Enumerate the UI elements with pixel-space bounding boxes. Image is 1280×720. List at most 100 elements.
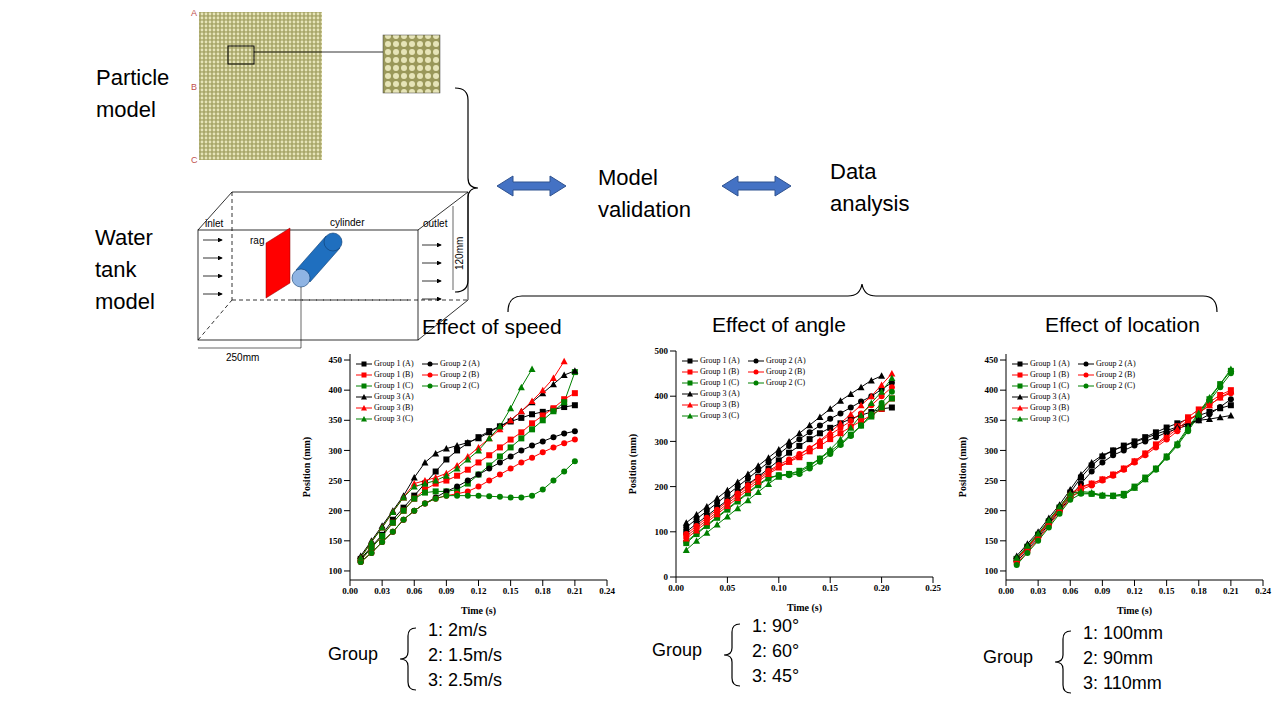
svg-text:0.21: 0.21 [567,586,583,596]
html-text:Group 1 (A): Group 1 (A) [700,356,740,365]
html-text:Group 1 (C): Group 1 (C) [374,381,414,390]
svg-text:Position (mm): Position (mm) [301,437,313,497]
html-text:1: 100mm: 1: 100mm [1083,623,1163,643]
svg-text:0.25: 0.25 [925,583,941,593]
html-text:Group 3 (B): Group 3 (B) [700,400,740,409]
html-text:Particle model: Particle model [96,65,170,122]
svg-text:Position (mm): Position (mm) [957,437,969,497]
svg-text:0.15: 0.15 [822,583,838,593]
html-text:Group 1 (C): Group 1 (C) [700,378,740,387]
html-text:Data analysis: Data analysis [830,159,910,216]
svg-text:0.06: 0.06 [406,586,422,596]
svg-text:0.21: 0.21 [1223,586,1239,596]
svg-text:0.05: 0.05 [720,583,736,593]
svg-text:cylinder: cylinder [330,217,365,228]
html-text:Group 2 (A): Group 2 (A) [766,356,806,365]
html-text:3: 45°: 3: 45° [752,666,800,686]
html-text:Group 1 (B): Group 1 (B) [700,367,740,376]
svg-text:450: 450 [329,355,343,365]
svg-text:400: 400 [985,385,999,395]
svg-text:0.06: 0.06 [1062,586,1078,596]
svg-text:0.09: 0.09 [1095,586,1111,596]
svg-text:0.24: 0.24 [1255,586,1271,596]
html-text:3: 2.5m/s: 3: 2.5m/s [428,670,502,690]
svg-text:0.24: 0.24 [599,586,615,596]
svg-text:Time (s): Time (s) [461,605,496,617]
svg-text:0.12: 0.12 [1127,586,1143,596]
svg-text:0.00: 0.00 [342,586,358,596]
svg-text:0.12: 0.12 [471,586,487,596]
svg-text:0.03: 0.03 [374,586,390,596]
svg-text:100: 100 [655,527,669,537]
html-text:Group 1 (B): Group 1 (B) [1030,370,1070,379]
svg-text:0: 0 [664,572,669,582]
html-text:2: 1.5m/s: 2: 1.5m/s [428,645,502,665]
svg-text:Time (s): Time (s) [1117,605,1152,617]
svg-text:350: 350 [329,415,343,425]
svg-text:0.10: 0.10 [771,583,787,593]
html-text:Group 2 (C): Group 2 (C) [766,378,806,387]
svg-text:250: 250 [329,476,343,486]
html-text:Group 1 (A): Group 1 (A) [1030,359,1070,368]
svg-text:400: 400 [329,385,343,395]
svg-text:100: 100 [985,566,999,576]
html-text:Effect of speed: Effect of speed [422,315,562,338]
html-text:2: 60°: 2: 60° [752,641,800,661]
html-text:Group 1 (A): Group 1 (A) [374,359,414,368]
html-text:Group 2 (A): Group 2 (A) [440,359,480,368]
svg-text:300: 300 [329,446,343,456]
svg-text:200: 200 [655,482,669,492]
svg-text:200: 200 [985,506,999,516]
svg-text:rag: rag [250,235,264,246]
svg-text:150: 150 [329,536,343,546]
svg-text:300: 300 [985,446,999,456]
svg-text:inlet: inlet [205,218,224,229]
html-text:3: 110mm: 3: 110mm [1083,673,1162,693]
svg-text:0.03: 0.03 [1030,586,1046,596]
html-text:Model validation: Model validation [598,165,691,222]
html-text:Group 1 (B): Group 1 (B) [374,370,414,379]
html-text:Group: Group [983,647,1033,667]
html-text:Group 2 (C): Group 2 (C) [440,381,480,390]
svg-text:200: 200 [329,506,343,516]
svg-text:120mm: 120mm [454,237,465,270]
svg-text:Position (mm): Position (mm) [627,434,639,494]
html-text:Group 3 (B): Group 3 (B) [374,403,414,412]
html-text:Effect of angle: Effect of angle [712,313,846,336]
svg-text:0.00: 0.00 [668,583,684,593]
html-text:Group 3 (C): Group 3 (C) [700,411,740,420]
html-text:Effect of location: Effect of location [1045,313,1200,336]
svg-text:Time (s): Time (s) [787,602,822,614]
svg-text:250mm: 250mm [226,352,259,363]
svg-text:B: B [191,82,197,92]
svg-text:350: 350 [985,415,999,425]
svg-text:250: 250 [985,476,999,486]
html-text:2: 90mm: 2: 90mm [1083,648,1153,668]
svg-text:outlet: outlet [423,218,448,229]
svg-text:0.15: 0.15 [1159,586,1175,596]
svg-text:0.20: 0.20 [874,583,890,593]
svg-text:450: 450 [985,355,999,365]
svg-text:C: C [191,155,198,165]
html-text:Group 3 (C): Group 3 (C) [374,414,414,423]
html-text:1: 2m/s: 1: 2m/s [428,620,487,640]
svg-text:0.15: 0.15 [503,586,519,596]
svg-text:400: 400 [655,391,669,401]
svg-text:0.00: 0.00 [998,586,1014,596]
html-text:Group 2 (B): Group 2 (B) [766,367,806,376]
svg-text:A: A [191,8,197,18]
html-text:Group 2 (B): Group 2 (B) [440,370,480,379]
html-text:1: 90°: 1: 90° [752,616,800,636]
svg-text:0.18: 0.18 [535,586,551,596]
svg-text:500: 500 [655,346,669,356]
html-text:Group 3 (A): Group 3 (A) [374,392,414,401]
svg-text:150: 150 [985,536,999,546]
svg-text:100: 100 [329,566,343,576]
html-text:Group: Group [328,644,378,664]
svg-text:0.09: 0.09 [439,586,455,596]
html-text:Water tank model: Water tank model [95,225,155,314]
svg-text:0.18: 0.18 [1191,586,1207,596]
svg-text:300: 300 [655,437,669,447]
html-text:Group 3 (A): Group 3 (A) [700,389,740,398]
html-text:Group: Group [652,640,702,660]
